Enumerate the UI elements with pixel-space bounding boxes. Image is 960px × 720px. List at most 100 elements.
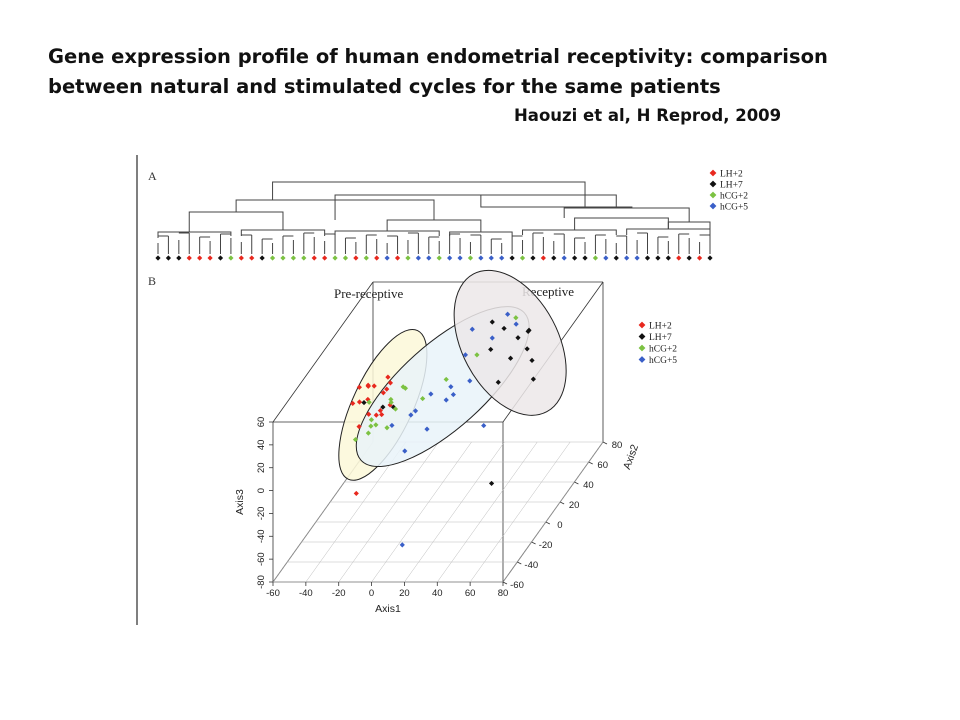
leaf-marker (467, 255, 474, 261)
y-tick-label: -40 (524, 560, 538, 571)
leaf-marker (592, 255, 599, 261)
box-edge (272, 281, 374, 423)
y-tick-label: 20 (569, 500, 580, 511)
x-tick-label: -40 (299, 588, 313, 599)
leaf-marker (384, 255, 390, 261)
leaf-marker (259, 255, 265, 261)
z-tick-label: -80 (256, 575, 267, 589)
leaf-marker (301, 255, 307, 261)
dendrogram-branch (334, 230, 440, 236)
x-tick-label: 40 (432, 588, 443, 599)
leaf-marker (665, 255, 671, 261)
legend-marker (638, 344, 646, 352)
dendrogram-branch (334, 194, 617, 220)
region-label-pre-receptive: Pre-receptive (334, 286, 404, 301)
y-tick (559, 501, 565, 505)
y-tick (574, 481, 579, 485)
data-point (366, 411, 372, 417)
legend-label: hCG+2 (649, 345, 677, 355)
panel-a-label: A (148, 169, 157, 183)
z-tick-label: -20 (256, 507, 267, 521)
data-point (443, 397, 449, 403)
legend-marker (638, 356, 646, 363)
leaf-marker (426, 255, 432, 261)
data-point (402, 385, 409, 391)
data-point (428, 391, 434, 397)
z-tick-label: 40 (256, 440, 267, 451)
legend-marker (709, 191, 717, 199)
data-point (365, 383, 371, 389)
leaf-marker (342, 255, 349, 261)
y-axis-label: Axis2 (621, 443, 641, 471)
y-tick-label: -20 (539, 540, 553, 551)
data-point (450, 391, 456, 398)
leaf-marker (624, 255, 630, 261)
data-point (420, 395, 426, 402)
legend-marker (709, 180, 717, 188)
data-point (385, 374, 391, 380)
data-point (365, 430, 371, 436)
panel-b-label: B (148, 274, 156, 288)
data-point (524, 346, 530, 352)
leaf-marker (176, 255, 182, 261)
data-point (408, 412, 414, 418)
y-tick (531, 541, 536, 545)
leaf-marker (394, 255, 401, 261)
leaf-marker (436, 255, 442, 261)
legend-label: LH+2 (649, 322, 672, 332)
z-tick-label: 20 (256, 462, 267, 473)
y-tick-label: 0 (557, 520, 562, 531)
leaf-marker (530, 255, 536, 261)
leaf-marker (186, 255, 192, 261)
leaf-marker (488, 255, 494, 261)
leaf-marker (249, 255, 255, 261)
data-point (402, 448, 408, 454)
dendrogram-branch (480, 195, 633, 208)
leaf-marker (686, 255, 692, 261)
y-tick (588, 461, 593, 465)
leaf-marker (280, 255, 286, 261)
dendrogram-branch (272, 181, 586, 207)
data-point (489, 319, 495, 325)
data-point (488, 480, 495, 487)
y-tick (502, 581, 508, 585)
leaf-marker (353, 255, 359, 261)
z-tick-label: -60 (256, 552, 267, 566)
data-point (389, 422, 395, 429)
y-tick (517, 561, 522, 565)
legend-marker (638, 321, 646, 329)
slide-title-line2: between natural and stimulated cycles fo… (48, 75, 721, 98)
leaf-marker (603, 255, 609, 261)
leaf-marker (572, 255, 578, 261)
data-points (350, 311, 536, 548)
x-tick-label: 20 (399, 588, 410, 599)
receptive-ellipse (453, 269, 567, 416)
x-axis-label: Axis1 (375, 603, 401, 615)
data-point (530, 376, 536, 382)
leaf-marker (655, 255, 661, 261)
legend-marker (709, 169, 717, 177)
leaf-marker (332, 255, 338, 261)
legend-label: LH+7 (649, 333, 672, 343)
leaf-marker (290, 255, 296, 261)
y-tick (545, 521, 551, 525)
data-point (361, 399, 367, 406)
dendrogram-leaves (155, 255, 713, 261)
leaf-marker (519, 255, 526, 261)
z-axis-label: Axis3 (234, 489, 246, 515)
z-tick-label: -40 (256, 529, 267, 543)
leaf-marker (499, 255, 505, 261)
data-point (392, 406, 399, 412)
x-tick-label: 0 (369, 588, 374, 599)
leaf-marker (478, 255, 484, 261)
dendrogram-branch (386, 219, 482, 232)
data-point (513, 321, 519, 327)
dendrogram-branch (522, 229, 617, 235)
grid-line (338, 441, 439, 583)
dendrogram-branch (188, 211, 284, 232)
data-point (424, 426, 430, 432)
floor-grid (272, 441, 604, 583)
legend-label: LH+7 (720, 181, 743, 191)
